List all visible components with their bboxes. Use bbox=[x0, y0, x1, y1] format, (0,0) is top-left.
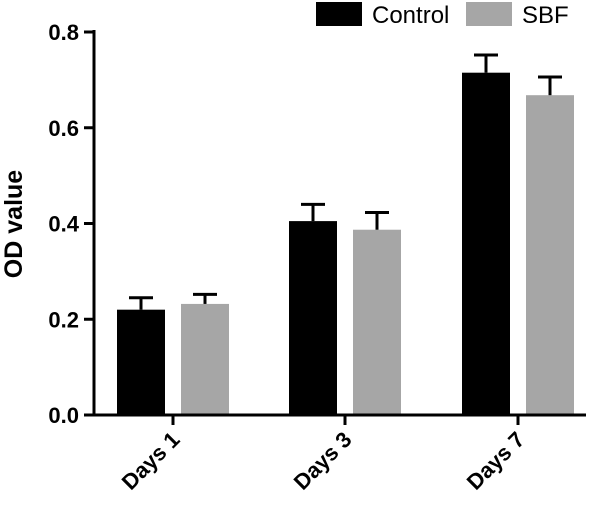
y-tick-label: 0.4 bbox=[48, 212, 79, 237]
y-axis-title-group: OD value bbox=[0, 170, 28, 278]
bar-sbf-1 bbox=[181, 303, 229, 415]
bar-control-1 bbox=[117, 309, 165, 415]
legend-label-sbf: SBF bbox=[522, 2, 569, 29]
y-tick-label: 0.8 bbox=[48, 20, 79, 45]
x-tick-label: Days 7 bbox=[462, 427, 530, 495]
y-axis-title: OD value bbox=[0, 170, 28, 278]
x-tick-label: Days 1 bbox=[117, 427, 185, 495]
legend: Control SBF bbox=[316, 2, 569, 29]
y-tick-label: 0.6 bbox=[48, 116, 79, 141]
legend-swatch-control bbox=[316, 2, 362, 26]
bar-sbf-2 bbox=[353, 229, 401, 415]
y-tick-label: 0.0 bbox=[48, 403, 79, 428]
y-tick-label: 0.2 bbox=[48, 307, 79, 332]
x-tick-label: Days 3 bbox=[289, 427, 357, 495]
legend-label-control: Control bbox=[372, 2, 449, 29]
legend-swatch-sbf bbox=[466, 2, 512, 26]
bar-control-3 bbox=[462, 72, 510, 415]
bar-control-2 bbox=[289, 221, 337, 415]
bars-layer bbox=[117, 53, 574, 415]
bar-sbf-3 bbox=[526, 95, 574, 415]
